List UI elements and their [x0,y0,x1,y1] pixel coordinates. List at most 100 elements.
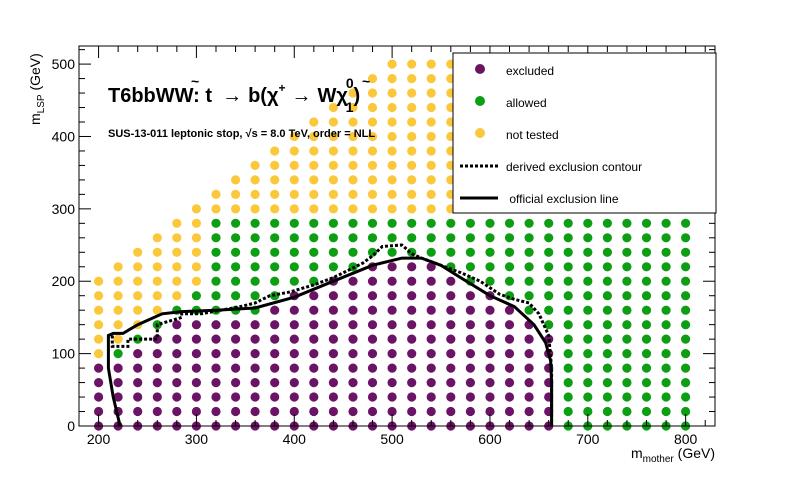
point-excluded [367,406,378,417]
point-excluded [485,305,495,315]
point-excluded [485,392,495,402]
point-allowed [348,218,358,228]
point-allowed [661,233,671,243]
y-tick-label: 0 [67,418,75,434]
point-not-tested [133,276,143,286]
point-excluded [270,320,280,330]
point-excluded [191,320,201,330]
point-allowed [231,233,241,243]
point-allowed [544,276,554,286]
point-allowed [563,392,573,402]
chart-title: T6bbWW: t → b(χ+ → Wχ0 1) [108,75,360,115]
point-excluded [231,378,241,388]
point-not-tested [367,131,378,142]
point-allowed [289,262,299,272]
point-allowed [602,247,613,257]
point-excluded [113,378,123,388]
point-not-tested [387,131,397,142]
point-excluded [446,305,456,315]
point-not-tested [426,175,436,185]
point-not-tested [289,146,299,156]
point-allowed [367,247,378,257]
point-allowed [524,291,534,301]
point-not-tested [367,102,378,113]
point-not-tested [328,146,338,156]
point-excluded [446,334,456,344]
point-allowed [641,334,652,344]
point-allowed [641,378,652,388]
point-allowed [563,406,573,417]
point-not-tested [387,160,397,170]
point-excluded [328,334,338,344]
point-allowed [681,276,691,286]
point-excluded [524,363,534,373]
point-excluded [426,349,436,359]
point-excluded [446,320,456,330]
point-not-tested [191,276,201,286]
point-not-tested [113,276,123,286]
point-not-tested [152,233,162,243]
point-not-tested [407,117,417,127]
point-allowed [231,276,241,286]
point-excluded [133,378,143,388]
point-excluded [191,334,201,344]
point-not-tested [426,189,436,199]
point-allowed [661,291,671,301]
y-tick-label: 500 [52,56,76,72]
point-allowed [622,392,632,402]
point-allowed [661,320,671,330]
point-not-tested [309,189,319,199]
point-excluded [524,406,534,417]
point-not-tested [367,74,378,84]
point-excluded [152,334,162,344]
point-not-tested [367,189,378,199]
point-excluded [94,378,104,388]
point-not-tested [250,204,260,214]
point-excluded [367,291,378,301]
axis-ticks: 200 300 400 500 600 700 800 0 100 200 300 400 500 [52,46,715,447]
point-allowed [563,305,573,315]
point-allowed [289,233,299,243]
point-not-tested [172,218,182,228]
point-not-tested [348,146,358,156]
point-excluded [250,320,260,330]
point-allowed [641,406,652,417]
point-excluded [309,291,319,301]
point-allowed [583,262,593,272]
y-tick-label: 400 [52,128,76,144]
point-allowed [328,247,338,257]
point-not-tested [387,59,397,69]
point-excluded [250,349,260,359]
point-allowed [661,406,671,417]
point-not-tested [289,131,299,142]
point-excluded [152,378,162,388]
point-allowed [309,247,319,257]
point-excluded [270,392,280,402]
y-tick-label: 100 [52,346,76,362]
point-allowed [367,218,378,228]
point-allowed [622,233,632,243]
point-allowed [583,363,593,373]
point-allowed [446,247,456,257]
point-allowed [504,276,515,286]
point-not-tested [309,160,319,170]
point-allowed [544,233,554,243]
point-allowed [622,247,632,257]
point-excluded [485,349,495,359]
point-not-tested [348,117,358,127]
point-allowed [524,247,534,257]
point-excluded [426,378,436,388]
point-excluded [426,392,436,402]
point-allowed [602,320,613,330]
y-axis-title: mLSP (GeV) [27,53,47,125]
point-allowed [602,378,613,388]
point-not-tested [426,204,436,214]
point-not-tested [309,117,319,127]
point-excluded [309,305,319,315]
point-excluded [387,276,397,286]
point-not-tested [348,189,358,199]
point-allowed [661,305,671,315]
point-excluded [133,406,143,417]
point-not-tested [348,175,358,185]
point-excluded [94,406,104,417]
